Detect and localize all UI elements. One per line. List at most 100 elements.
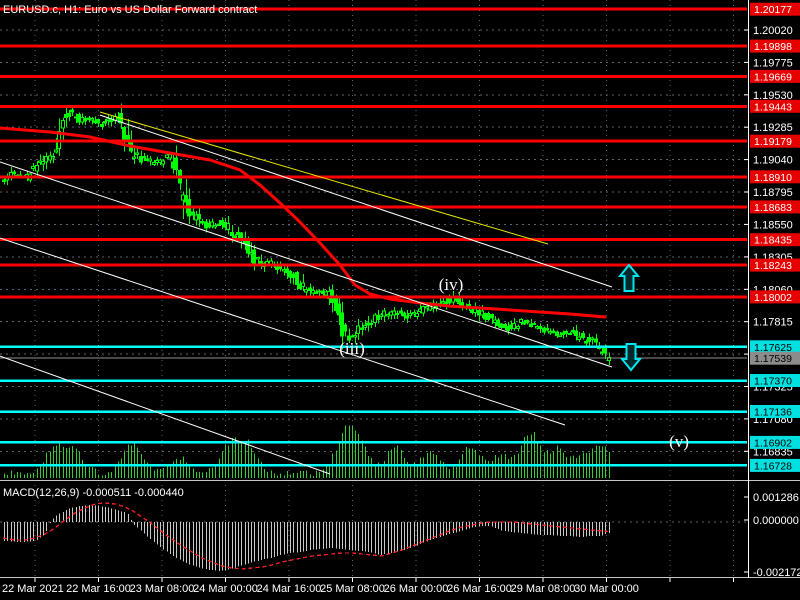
candle-body [584,341,588,344]
white-channel-lower[interactable] [0,237,566,426]
candle-body [590,337,594,341]
candle-body [503,324,507,328]
white-channel-mid[interactable] [0,161,613,368]
candle-body [522,322,526,325]
wave-label-iii[interactable]: (iii) [339,339,365,358]
support-price-badge [750,458,800,472]
candle-body [226,223,230,230]
price-axis-label: 1.17815 [753,317,793,329]
macd-signal-line [2,502,609,570]
candle-body [558,334,562,338]
time-axis-label: 29 Mar 08:00 [511,583,576,595]
candle-body [467,303,471,307]
macd-axis-label: 0.001286 [753,492,799,504]
support-price-badge [750,340,800,354]
candle-body [555,331,559,337]
resistance-price-badge-text: 1.19669 [754,71,792,83]
candle-body [148,158,152,162]
price-axis-label: 1.18550 [753,219,793,231]
candle-body [486,312,490,320]
yellow-trendline[interactable] [99,111,549,245]
candle-body [360,327,364,330]
support-price-badge-text: 1.17370 [754,376,792,388]
candle-body [200,221,204,224]
down-arrow-icon[interactable] [619,343,643,372]
price-axis-label: 1.19040 [753,155,793,167]
candle-body [161,160,165,165]
candle-body [402,312,406,317]
candle-body [382,310,386,317]
candle-body [594,338,598,343]
candle-body [2,179,6,183]
candle-body [103,121,107,124]
candle-body [174,157,178,170]
current-price-badge [750,351,800,365]
candle-body [278,265,282,269]
candle-body [35,165,39,172]
moving-average-line [0,126,607,319]
candle-body [191,211,195,216]
candle-body [551,330,555,333]
candle-body [516,325,520,329]
candle-body [210,221,214,227]
candle-body [41,161,45,165]
candle-body [213,225,217,228]
resistance-price-badge-text: 1.18910 [754,172,792,184]
up-arrow-icon[interactable] [617,263,641,292]
candle-body [44,155,48,163]
candle-body [31,165,35,170]
candle-body [70,109,74,113]
moving-average-layer [0,126,607,319]
candle-body [61,120,65,129]
candle-body [285,268,289,273]
candle-body [480,310,484,316]
candle-body [67,113,71,117]
support-price-badge [750,405,800,418]
resistance-price-badge-text: 1.19898 [754,41,792,53]
candle-body [197,214,201,220]
candle-body [473,308,477,314]
candle-body [252,249,256,266]
support-price-badge-text: 1.16902 [754,437,792,449]
candle-body [100,123,104,127]
wave-label-v[interactable]: (v) [669,432,689,451]
candle-body [395,312,399,316]
candle-body [304,289,308,293]
macd-layer [2,502,610,571]
white-channel-lowest[interactable] [0,355,331,475]
candle-body [54,149,58,153]
white-channel-upper[interactable] [99,114,613,288]
price-axis-label: 1.19530 [753,90,793,102]
candle-body [356,325,360,334]
candle-body [369,322,373,326]
candle-body [139,155,143,163]
candle-body [246,240,250,254]
candle-body [574,330,578,337]
candle-body [447,297,451,304]
candle-body [568,332,572,336]
wave-label-iv[interactable]: (iv) [439,275,464,294]
candle-body [230,232,234,237]
time-axis-label: 30 Mar 00:00 [574,583,639,595]
price-axis-label: 1.20020 [753,25,793,37]
current-price-badge-text: 1.17539 [754,353,792,365]
candle-body [532,322,536,326]
price-axis-label: 1.18795 [753,187,793,199]
time-axis-label: 25 Mar 08:00 [320,583,385,595]
time-axis-label: 26 Mar 00:00 [384,583,449,595]
candle-body [538,325,542,330]
resistance-price-badge [750,290,800,304]
candle-body [184,195,188,203]
resistance-price-badge-text: 1.19443 [754,101,792,113]
candle-body [291,273,295,279]
candle-body [259,260,263,264]
time-axis-label: 22 Mar 16:00 [66,583,131,595]
resistance-price-badge [750,170,800,184]
time-axis-label: 22 Mar 2021 [2,583,64,595]
volume-layer [3,425,611,478]
candle-body [564,331,568,335]
candle-body [353,334,357,338]
resistance-price-badge-text: 1.20177 [754,4,792,16]
